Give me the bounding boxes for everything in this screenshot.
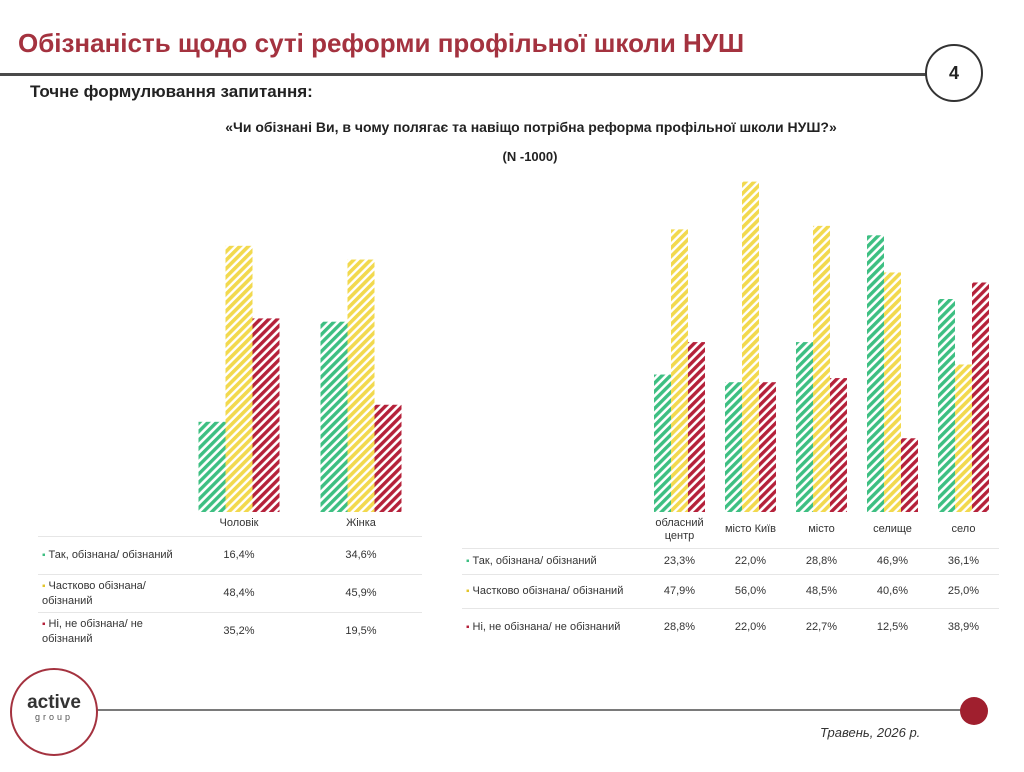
table-cell: 56,0% xyxy=(715,573,786,608)
bar-partial-3 xyxy=(813,225,830,512)
bar-no-1 xyxy=(252,318,280,512)
bar-yes-4 xyxy=(867,235,884,513)
bar-no-5 xyxy=(972,282,989,512)
report-date: Травень, 2026 р. xyxy=(820,725,921,740)
bar-yes-1 xyxy=(654,374,671,512)
bar-partial-1 xyxy=(225,245,253,513)
table-cell: 22,7% xyxy=(786,607,857,646)
chart-settlement-bars xyxy=(654,181,989,513)
page-number-badge: 4 xyxy=(925,44,983,102)
title-divider xyxy=(0,73,930,76)
legend-label-partial: Частково обізнана/ обізнаний xyxy=(42,579,146,607)
table-cell: 40,6% xyxy=(857,573,928,608)
column-header: обласний центр xyxy=(655,516,704,542)
bar-yes-3 xyxy=(796,342,813,512)
column-header: місто Київ xyxy=(724,523,777,536)
column-header: Жінка xyxy=(346,517,376,530)
legend-swatch-yes-icon: ▪ xyxy=(466,555,470,567)
legend-swatch-partial-icon: ▪ xyxy=(42,580,46,592)
company-logo: active group xyxy=(10,668,98,756)
table-cell: 38,9% xyxy=(928,607,999,646)
legend-swatch-no-icon: ▪ xyxy=(466,621,470,633)
table-cell: 22,0% xyxy=(715,547,786,574)
bar-partial-5 xyxy=(955,364,972,512)
legend-row-label: ▪ Так, обізнана/ обізнаний xyxy=(462,547,644,574)
table-cell: 48,4% xyxy=(178,573,300,612)
legend-row-label: ▪ Ні, не обізнана/ не обізнаний xyxy=(462,607,644,646)
bar-partial-1 xyxy=(671,229,688,512)
bar-yes-2 xyxy=(725,382,742,512)
legend-label-yes: Так, обізнана/ обізнаний xyxy=(48,548,173,561)
legend-label-no: Ні, не обізнана/ не обізнаний xyxy=(472,620,621,633)
table-cell: 28,8% xyxy=(644,607,715,646)
legend-row-label: ▪ Ні, не обізнана/ не обізнаний xyxy=(38,611,178,650)
table-cell: 22,0% xyxy=(715,607,786,646)
table-cell: 35,2% xyxy=(178,611,300,650)
bar-no-2 xyxy=(374,404,402,512)
bar-no-4 xyxy=(901,438,918,512)
legend-row-label: ▪ Так, обізнана/ обізнаний xyxy=(38,535,178,574)
footer-divider xyxy=(80,709,976,711)
page-title: Обізнаність щодо суті реформи профільної… xyxy=(18,28,745,58)
bar-no-3 xyxy=(830,378,847,512)
legend-label-no: Ні, не обізнана/ не обізнаний xyxy=(42,617,143,645)
bar-yes-2 xyxy=(320,321,348,512)
table-cell: 47,9% xyxy=(644,573,715,608)
legend-swatch-no-icon: ▪ xyxy=(42,618,46,630)
bar-yes-1 xyxy=(198,421,226,512)
chart-gender-bars xyxy=(198,245,402,513)
footer-dot-icon xyxy=(960,697,988,725)
bar-partial-2 xyxy=(347,259,375,512)
bar-no-1 xyxy=(688,342,705,512)
table-cell: 46,9% xyxy=(857,547,928,574)
column-header: селище xyxy=(873,523,912,536)
table-cell: 16,4% xyxy=(178,535,300,574)
table-cell: 36,1% xyxy=(928,547,999,574)
table-cell: 23,3% xyxy=(644,547,715,574)
bar-no-2 xyxy=(759,382,776,512)
question-text: «Чи обізнані Ви, в чому полягає та навіщ… xyxy=(225,119,837,135)
legend-label-partial: Частково обізнана/ обізнаний xyxy=(472,584,624,597)
question-heading: Точне формулювання запитання: xyxy=(30,82,313,101)
logo-text: active xyxy=(27,692,81,713)
column-header: село xyxy=(951,523,976,536)
legend-row-label: ▪ Частково обізнана/ обізнаний xyxy=(38,573,178,612)
legend-swatch-partial-icon: ▪ xyxy=(466,585,470,597)
gender-data-table: Чоловік Жінка ▪ Так, обізнана/ обізнаний … xyxy=(38,512,422,650)
table-cell: 48,5% xyxy=(786,573,857,608)
table-cell: 25,0% xyxy=(928,573,999,608)
column-header: Чоловік xyxy=(219,517,259,530)
bar-yes-5 xyxy=(938,299,955,512)
logo-subtext: group xyxy=(34,712,74,722)
sample-size: (N -1000) xyxy=(502,149,558,164)
legend-row-label: ▪ Частково обізнана/ обізнаний xyxy=(462,573,644,608)
bar-partial-2 xyxy=(742,181,759,512)
table-cell: 34,6% xyxy=(300,535,422,574)
table-cell: 45,9% xyxy=(300,573,422,612)
settlement-data-table: обласний центр місто Київ місто селище с… xyxy=(462,512,999,646)
table-cell: 12,5% xyxy=(857,607,928,646)
legend-swatch-yes-icon: ▪ xyxy=(42,549,46,561)
column-header: місто xyxy=(808,523,835,536)
table-cell: 28,8% xyxy=(786,547,857,574)
legend-label-yes: Так, обізнана/ обізнаний xyxy=(472,554,597,567)
bar-partial-4 xyxy=(884,272,901,512)
table-cell: 19,5% xyxy=(300,611,422,650)
